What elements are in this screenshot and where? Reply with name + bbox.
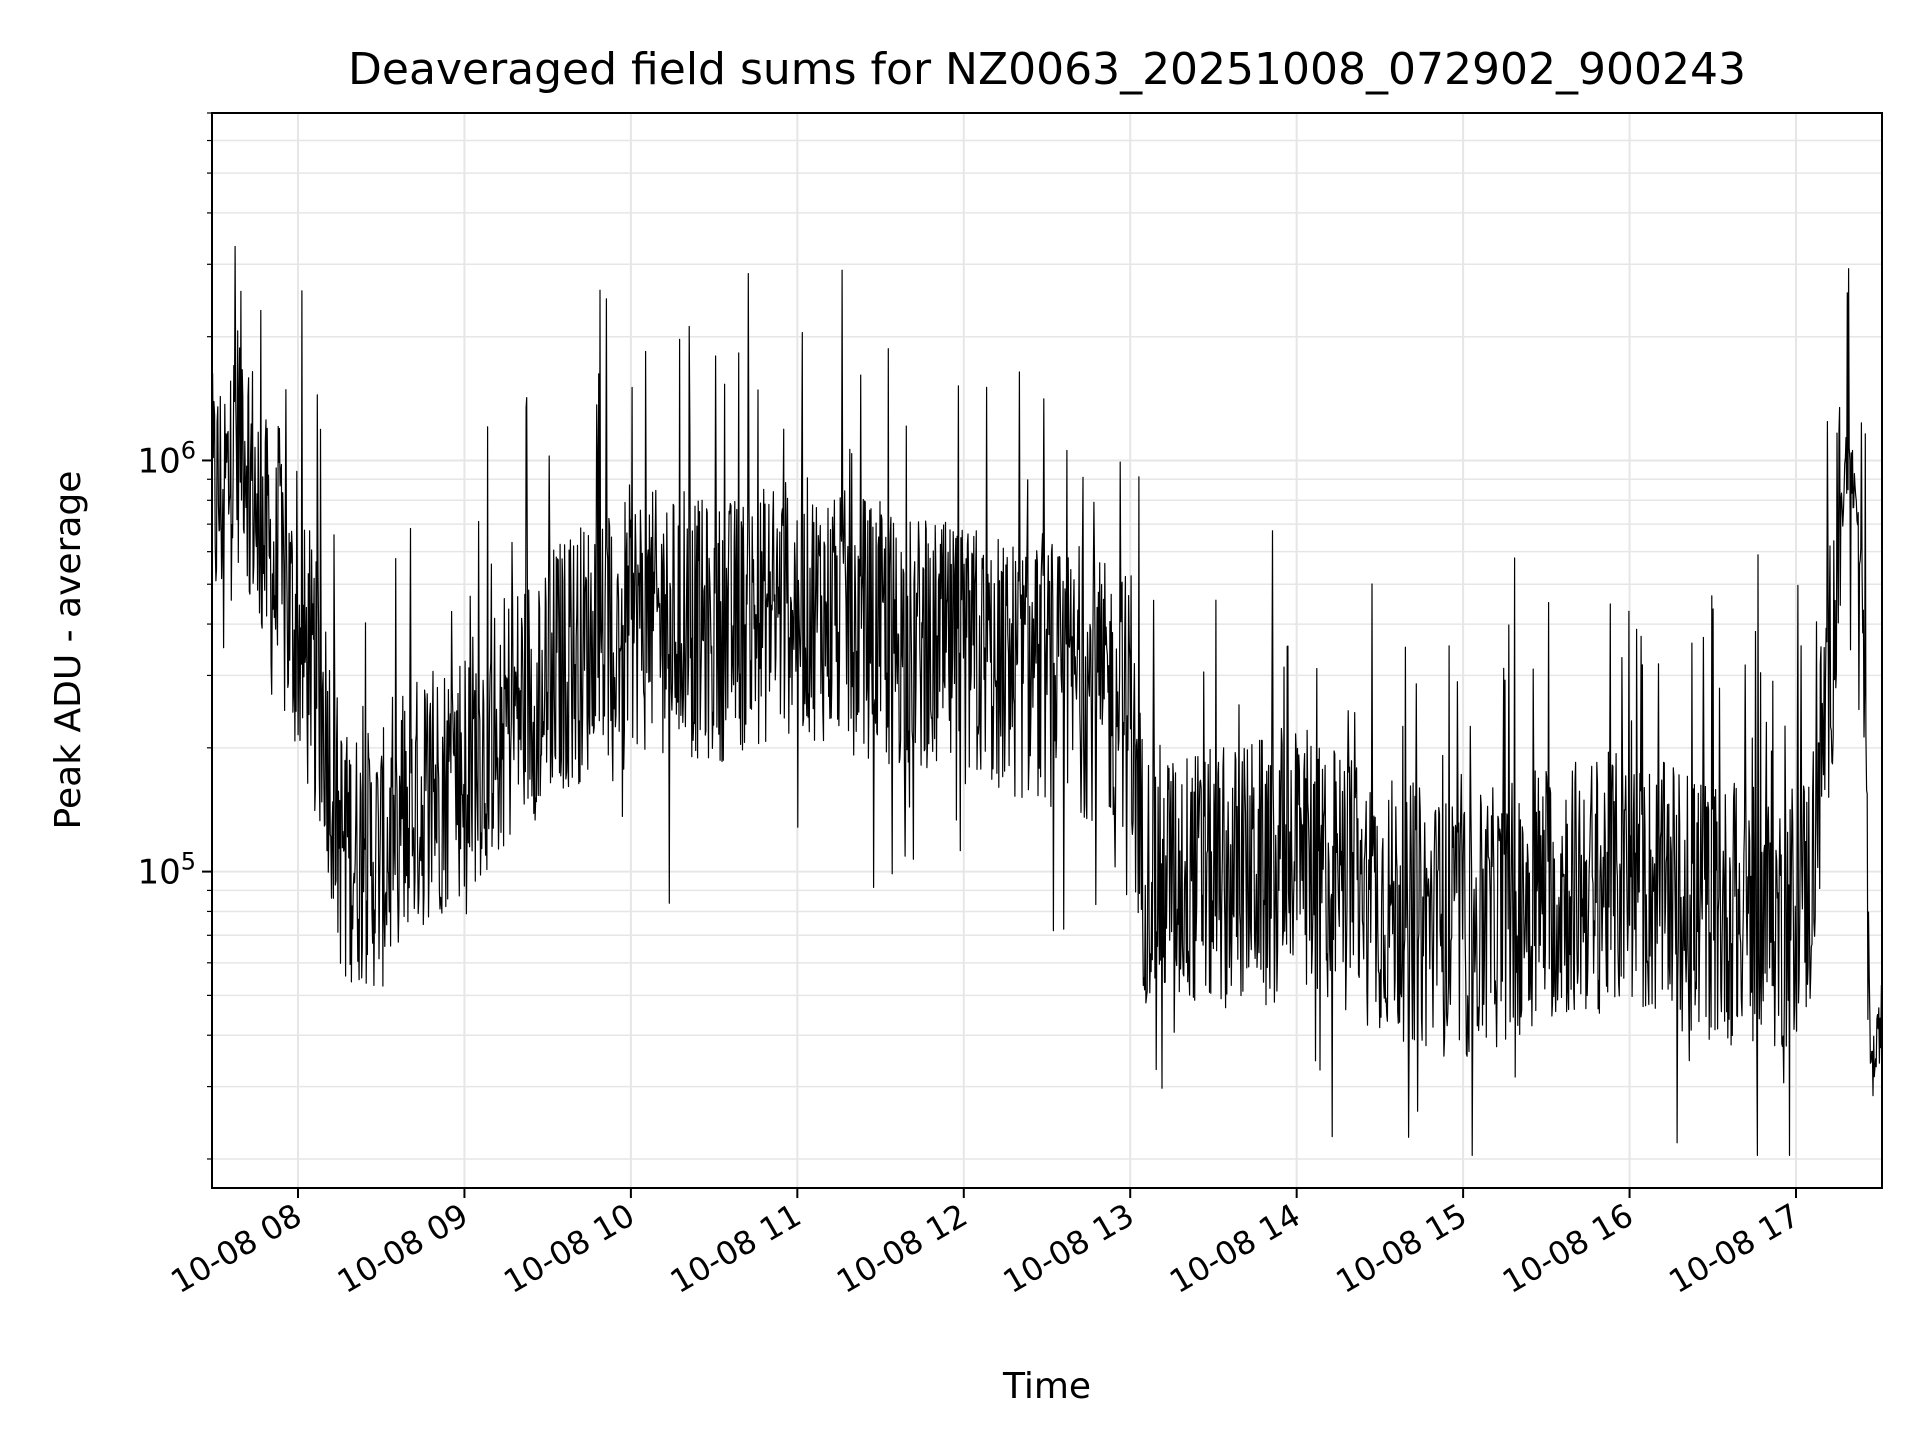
chart-title: Deaveraged field sums for NZ0063_2025100… xyxy=(348,44,1746,95)
y-tick-base: 10 xyxy=(137,853,180,893)
y-axis-label: Peak ADU - average xyxy=(48,471,89,830)
y-tick-label: 105 xyxy=(137,848,196,893)
plot-frame xyxy=(211,112,1883,1189)
y-tick-exponent: 5 xyxy=(181,848,196,876)
y-tick-label: 106 xyxy=(137,436,196,481)
x-axis-label: Time xyxy=(1002,1366,1091,1407)
y-tick-base: 10 xyxy=(137,441,180,481)
series-line xyxy=(211,245,1883,1156)
y-tick-exponent: 6 xyxy=(181,436,196,464)
series-layer xyxy=(211,245,1883,1156)
tick-marks xyxy=(202,112,1798,1198)
